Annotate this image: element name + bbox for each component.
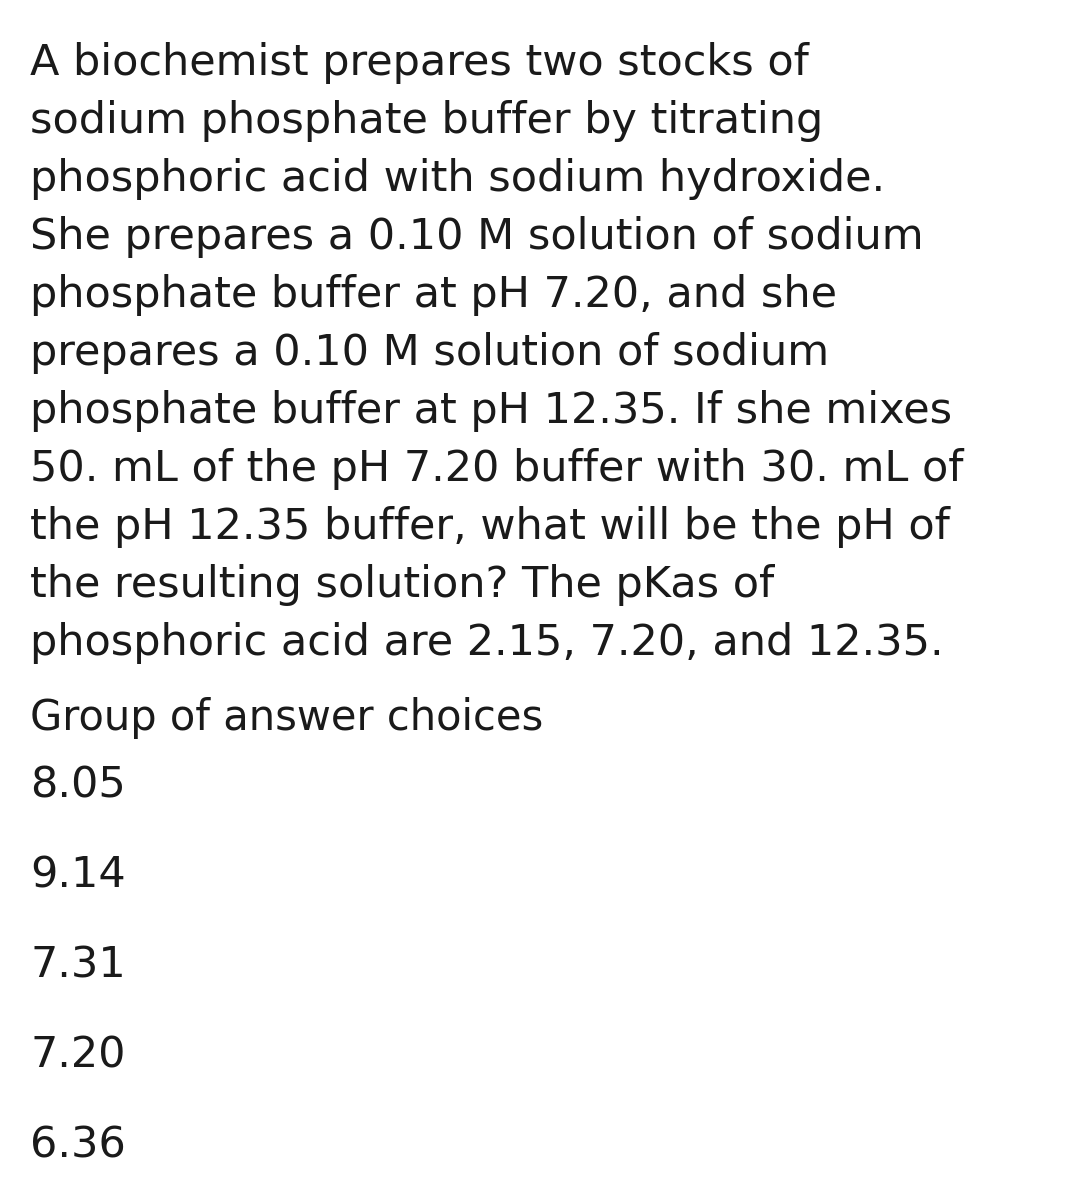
Text: prepares a 0.10 M solution of sodium: prepares a 0.10 M solution of sodium bbox=[30, 332, 829, 374]
Text: 6.36: 6.36 bbox=[30, 1126, 125, 1166]
Text: the pH 12.35 buffer, what will be the pH of: the pH 12.35 buffer, what will be the pH… bbox=[30, 506, 950, 548]
Text: She prepares a 0.10 M solution of sodium: She prepares a 0.10 M solution of sodium bbox=[30, 216, 924, 258]
Text: the resulting solution? The pKas of: the resulting solution? The pKas of bbox=[30, 564, 774, 606]
Text: 50. mL of the pH 7.20 buffer with 30. mL of: 50. mL of the pH 7.20 buffer with 30. mL… bbox=[30, 448, 964, 490]
Text: sodium phosphate buffer by titrating: sodium phosphate buffer by titrating bbox=[30, 100, 823, 142]
Text: phosphoric acid are 2.15, 7.20, and 12.35.: phosphoric acid are 2.15, 7.20, and 12.3… bbox=[30, 622, 943, 664]
Text: phosphate buffer at pH 12.35. If she mixes: phosphate buffer at pH 12.35. If she mix… bbox=[30, 390, 952, 432]
Text: phosphate buffer at pH 7.20, and she: phosphate buffer at pH 7.20, and she bbox=[30, 274, 837, 316]
Text: A biochemist prepares two stocks of: A biochemist prepares two stocks of bbox=[30, 42, 809, 84]
Text: 9.14: 9.14 bbox=[30, 854, 125, 898]
Text: 8.05: 8.05 bbox=[30, 766, 125, 806]
Text: phosphoric acid with sodium hydroxide.: phosphoric acid with sodium hydroxide. bbox=[30, 158, 885, 200]
Text: 7.20: 7.20 bbox=[30, 1034, 125, 1078]
Text: Group of answer choices: Group of answer choices bbox=[30, 697, 544, 739]
Text: 7.31: 7.31 bbox=[30, 946, 125, 986]
